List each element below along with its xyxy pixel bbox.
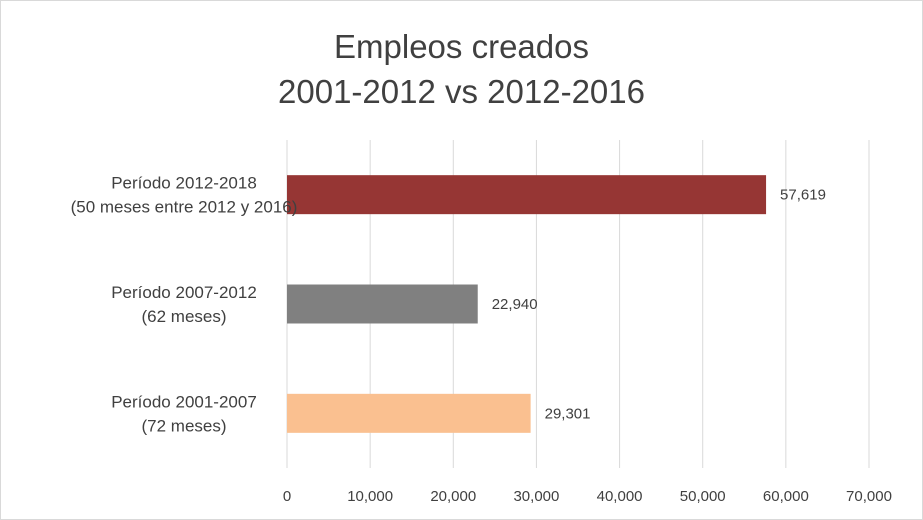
x-tick-label-2: 20,000 — [430, 488, 476, 505]
category-label-1-line-1: (62 meses) — [141, 307, 226, 326]
x-tick-label-7: 70,000 — [846, 488, 892, 505]
chart-title-line-1: Empleos creados — [334, 28, 589, 65]
category-label-0-line-1: (50 meses entre 2012 y 2016) — [71, 198, 298, 217]
x-tick-label-0: 0 — [283, 488, 291, 505]
x-tick-label-4: 40,000 — [597, 488, 643, 505]
data-label-1: 22,940 — [492, 296, 538, 313]
category-label-2-line-1: (72 meses) — [141, 416, 226, 435]
category-label-0-line-0: Período 2012-2018 — [111, 174, 257, 193]
data-label-2: 29,301 — [545, 405, 591, 422]
data-label-0: 57,619 — [780, 187, 826, 204]
labels: 0 10,000 20,000 30,000 40,000 50,000 60,000 70,… — [71, 174, 892, 505]
x-tick-label-1: 10,000 — [347, 488, 393, 505]
x-tick-label-3: 30,000 — [513, 488, 559, 505]
bars — [287, 175, 767, 433]
x-tick-label-5: 50,000 — [680, 488, 726, 505]
bar-1 — [287, 284, 478, 324]
category-label-1-line-0: Período 2007-2012 — [111, 283, 257, 302]
bar-2 — [287, 393, 531, 433]
category-label-2-line-0: Período 2001-2007 — [111, 392, 257, 411]
x-tick-label-6: 60,000 — [763, 488, 809, 505]
chart-title-line-2: 2001-2012 vs 2012-2016 — [278, 73, 645, 110]
bar-0 — [287, 175, 767, 215]
